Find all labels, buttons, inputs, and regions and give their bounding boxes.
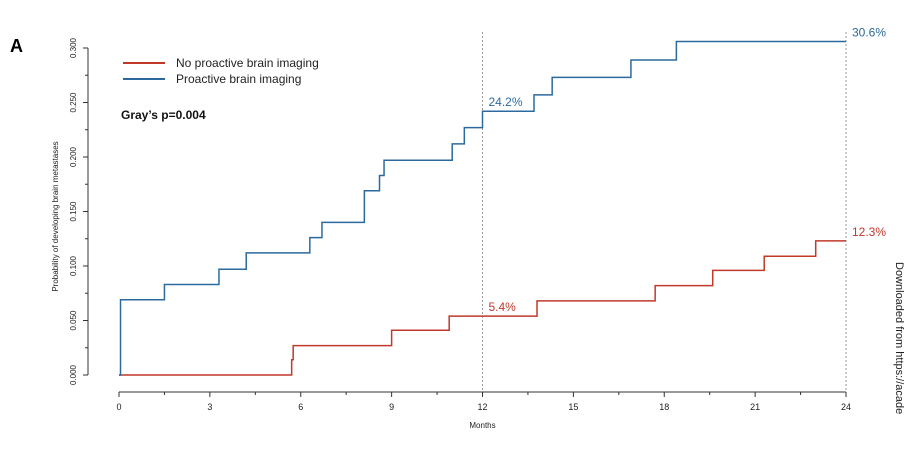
x-tick-label: 9 — [389, 402, 394, 412]
x-tick-label: 24 — [841, 402, 851, 412]
p-value-annotation: Gray’s p=0.004 — [121, 108, 206, 122]
series-line-no-proactive — [119, 240, 846, 376]
x-tick-label: 18 — [659, 402, 669, 412]
y-tick-label: 0.250 — [69, 92, 78, 113]
y-tick-label: 0.050 — [69, 310, 78, 331]
panel-label: A — [10, 36, 23, 56]
x-tick-label: 0 — [116, 402, 121, 412]
y-tick-label: 0.000 — [69, 364, 78, 385]
data-label: 5.4% — [489, 300, 517, 314]
legend-label: Proactive brain imaging — [176, 72, 301, 86]
y-tick-label: 0.150 — [69, 201, 78, 222]
data-label: 24.2% — [489, 95, 523, 109]
data-label: 30.6% — [852, 25, 886, 39]
y-tick-label: 0.300 — [69, 37, 78, 58]
x-tick-label: 12 — [477, 402, 487, 412]
y-tick-label: 0.200 — [69, 146, 78, 167]
x-tick-label: 6 — [298, 402, 303, 412]
x-tick-label: 3 — [207, 402, 212, 412]
series-line-proactive — [119, 40, 846, 376]
y-tick-label: 0.100 — [69, 255, 78, 276]
side-watermark-text: Downloaded from https://acade — [893, 262, 905, 415]
x-axis-title: Months — [469, 421, 495, 430]
y-axis-title: Probability of developing brain metastas… — [51, 141, 60, 291]
legend-label: No proactive brain imaging — [176, 56, 319, 70]
data-label: 12.3% — [852, 225, 886, 239]
x-tick-label: 21 — [750, 402, 760, 412]
x-tick-label: 15 — [568, 402, 578, 412]
